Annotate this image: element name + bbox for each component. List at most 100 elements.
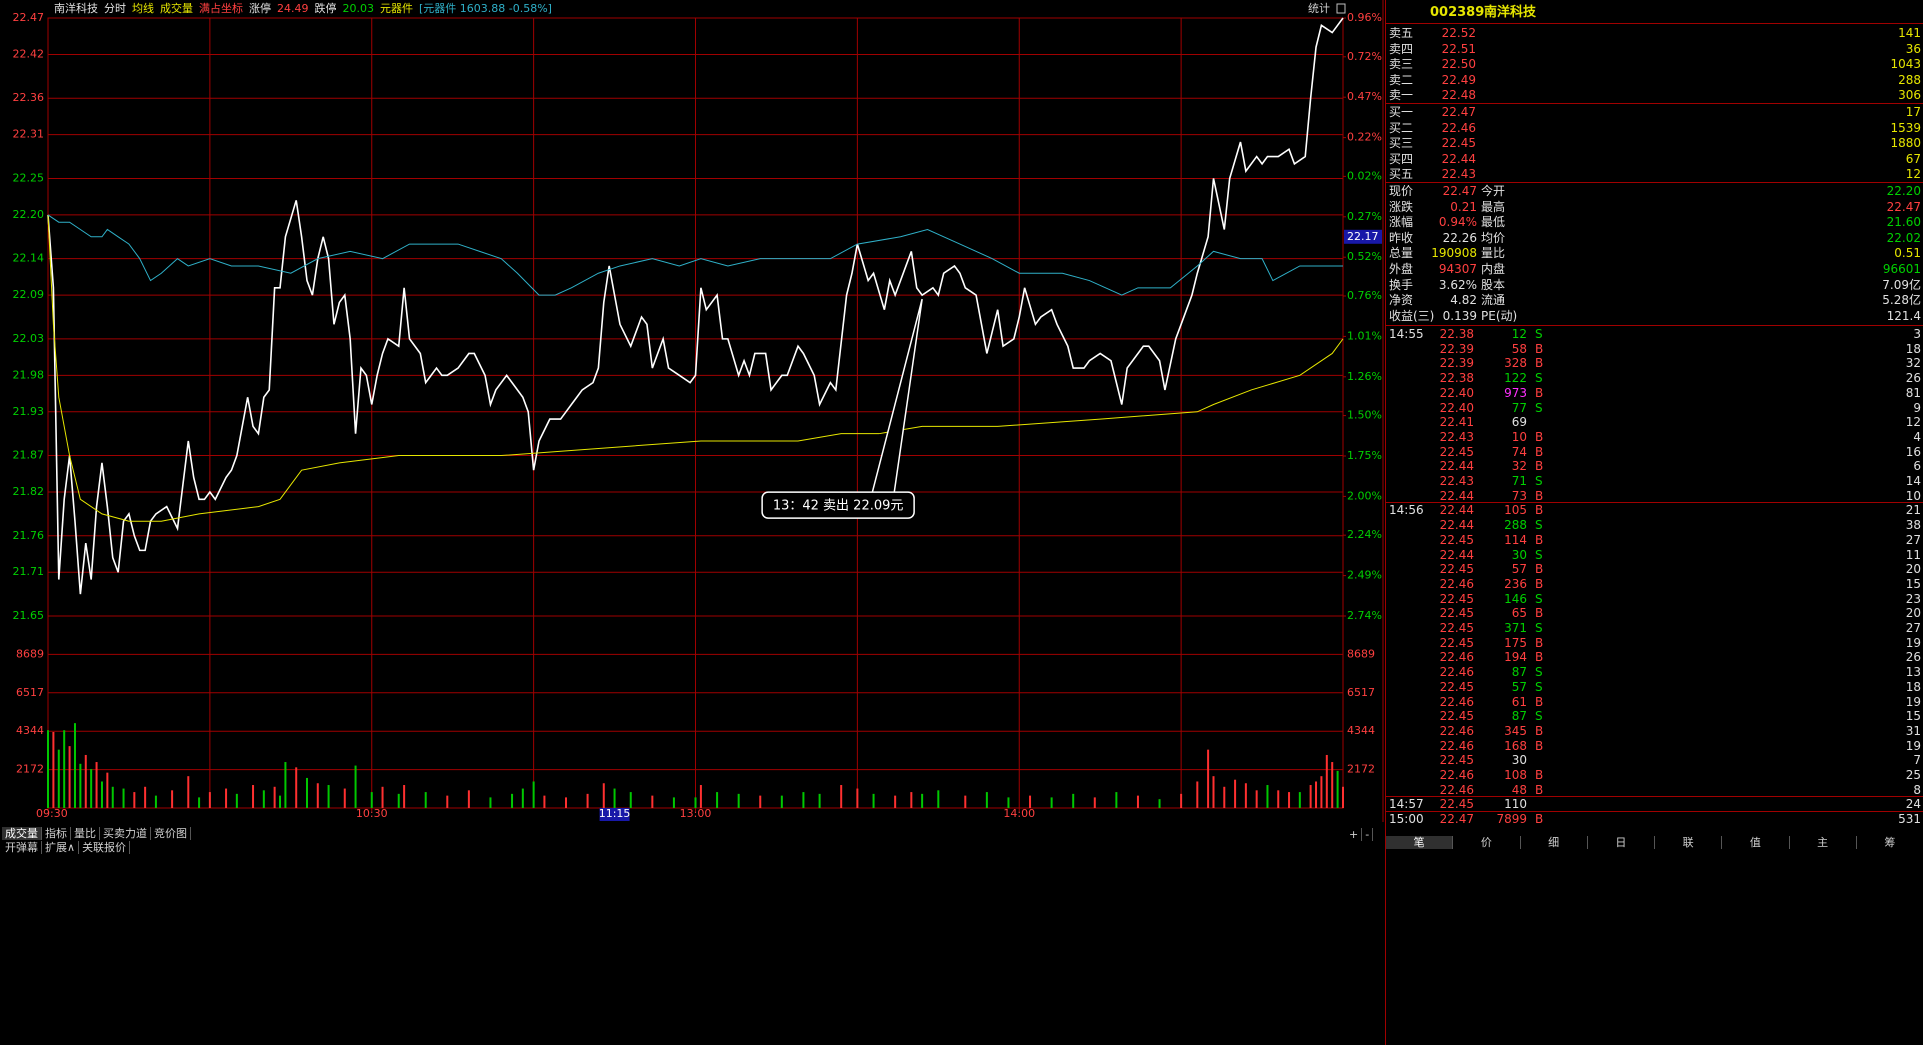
quote-tab[interactable]: 筹 [1857, 836, 1923, 849]
zoom-button[interactable]: + [1346, 828, 1363, 841]
cursor-x-label: 11:15 [599, 807, 631, 820]
book-label: 买一 [1389, 105, 1414, 119]
tick-volume: 146 [1504, 591, 1527, 606]
callout-box [761, 491, 915, 519]
indicator-tab[interactable]: 量比 [71, 827, 100, 840]
volume-bar [543, 795, 546, 808]
tick-price: 22.43 [1439, 429, 1474, 444]
separator [1386, 103, 1923, 104]
volume-bar [1136, 795, 1139, 808]
quote-tab[interactable]: 日 [1588, 836, 1655, 849]
volume-bar [1223, 786, 1226, 808]
volume-bar [1007, 797, 1010, 808]
quote-tab[interactable]: 笔 [1386, 836, 1454, 849]
tick-price: 22.46 [1439, 782, 1474, 797]
x-tick-label: 09:30 [36, 807, 68, 820]
volume-bar [1320, 776, 1323, 808]
toolbar-item[interactable]: 成交量 [160, 1, 193, 15]
volume-bar [672, 797, 675, 808]
indicator-tab[interactable]: 买卖力道 [100, 827, 151, 840]
indicator-tab[interactable]: 竞价图 [151, 827, 191, 840]
stat-label: 外盘 [1389, 262, 1414, 276]
tick-side: B [1535, 532, 1544, 547]
y-tick-label: 21.87 [13, 449, 45, 462]
tick-price: 22.46 [1439, 694, 1474, 709]
volume-bar [613, 788, 616, 808]
tick-price: 22.46 [1439, 576, 1474, 591]
tick-side: B [1535, 650, 1544, 665]
indicator-tab[interactable]: 成交量 [2, 827, 42, 840]
tick-price: 22.39 [1439, 341, 1474, 356]
y-tick-label: 22.09 [13, 288, 45, 301]
volume-bar [1255, 790, 1258, 808]
tick-price: 22.46 [1439, 650, 1474, 665]
stat-value: 0.139 [1442, 308, 1477, 323]
toolbar-item[interactable]: 均线 [132, 1, 154, 15]
tick-count: 20 [1905, 562, 1921, 577]
stock-code: 002389 [1430, 5, 1485, 20]
tick-count: 18 [1905, 341, 1921, 356]
book-label: 卖五 [1389, 26, 1414, 40]
quote-tab[interactable]: 联 [1655, 836, 1723, 849]
tick-price: 22.47 [1439, 812, 1474, 827]
toolbar-item[interactable]: 分时 [104, 2, 126, 15]
volume-bar [489, 797, 492, 808]
volume-bar [47, 730, 49, 808]
cursor-x-box [599, 808, 630, 821]
tick-side: S [1535, 679, 1543, 694]
quote-tab[interactable]: 主 [1790, 836, 1857, 849]
tick-side: B [1535, 459, 1544, 474]
indicator-tab[interactable]: 指标 [42, 827, 71, 840]
volume-bar [1180, 793, 1183, 808]
tick-side: B [1535, 562, 1544, 577]
volume-bar [1298, 792, 1301, 808]
quote-tab[interactable]: 细 [1521, 836, 1588, 849]
volume-bar [57, 749, 60, 808]
zoom-button[interactable]: - [1362, 828, 1374, 841]
tick-count: 27 [1905, 621, 1921, 635]
stats-button[interactable]: 统计 [1308, 2, 1330, 15]
stat-value: 22.20 [1886, 184, 1921, 198]
tick-side: S [1535, 518, 1543, 533]
tick-side: B [1535, 606, 1544, 621]
tick-volume: 65 [1511, 606, 1527, 621]
book-price: 22.43 [1441, 167, 1476, 181]
volume-bar [1212, 776, 1215, 808]
vol-tick-label: 6517 [16, 686, 44, 699]
tick-side: B [1535, 488, 1544, 503]
tick-price: 22.46 [1439, 768, 1474, 782]
volume-bar [63, 730, 66, 808]
tick-volume: 48 [1511, 782, 1527, 797]
stat-label: 最高 [1481, 199, 1506, 214]
volume-bar [1196, 781, 1199, 808]
book-volume: 12 [1905, 167, 1921, 181]
tick-count: 19 [1905, 694, 1921, 709]
toolbar-item[interactable]: 满占坐标 [199, 1, 243, 15]
volume-bar [1158, 799, 1161, 808]
extra-tab[interactable]: 开弹幕 [2, 841, 42, 854]
tick-volume: 105 [1504, 503, 1527, 518]
sector-name: 元器件 [380, 2, 413, 15]
extra-tab[interactable]: 扩展∧ [42, 841, 80, 854]
tick-side: S [1535, 400, 1543, 415]
quote-tab[interactable]: 价 [1453, 836, 1521, 849]
tick-count: 32 [1905, 356, 1921, 371]
extra-tab[interactable]: 关联报价 [79, 841, 131, 854]
volume-bar [235, 793, 238, 808]
volume-bar [521, 788, 524, 808]
volume-bar [279, 795, 282, 808]
y2-tick-label: 1.75% [1347, 449, 1382, 462]
volume-bar [133, 792, 136, 808]
stat-value: 4.82 [1450, 293, 1477, 308]
tick-count: 27 [1905, 532, 1921, 547]
tick-side: B [1535, 503, 1544, 518]
book-volume: 36 [1905, 41, 1921, 56]
quote-tab[interactable]: 值 [1722, 836, 1790, 849]
book-price: 22.46 [1441, 120, 1476, 135]
book-label: 买四 [1389, 151, 1414, 166]
x-tick-label: 14:00 [1003, 807, 1035, 820]
separator [1386, 796, 1923, 798]
tick-count: 11 [1905, 547, 1921, 562]
stat-value: 0.21 [1450, 199, 1477, 214]
volume-bar [100, 781, 103, 808]
